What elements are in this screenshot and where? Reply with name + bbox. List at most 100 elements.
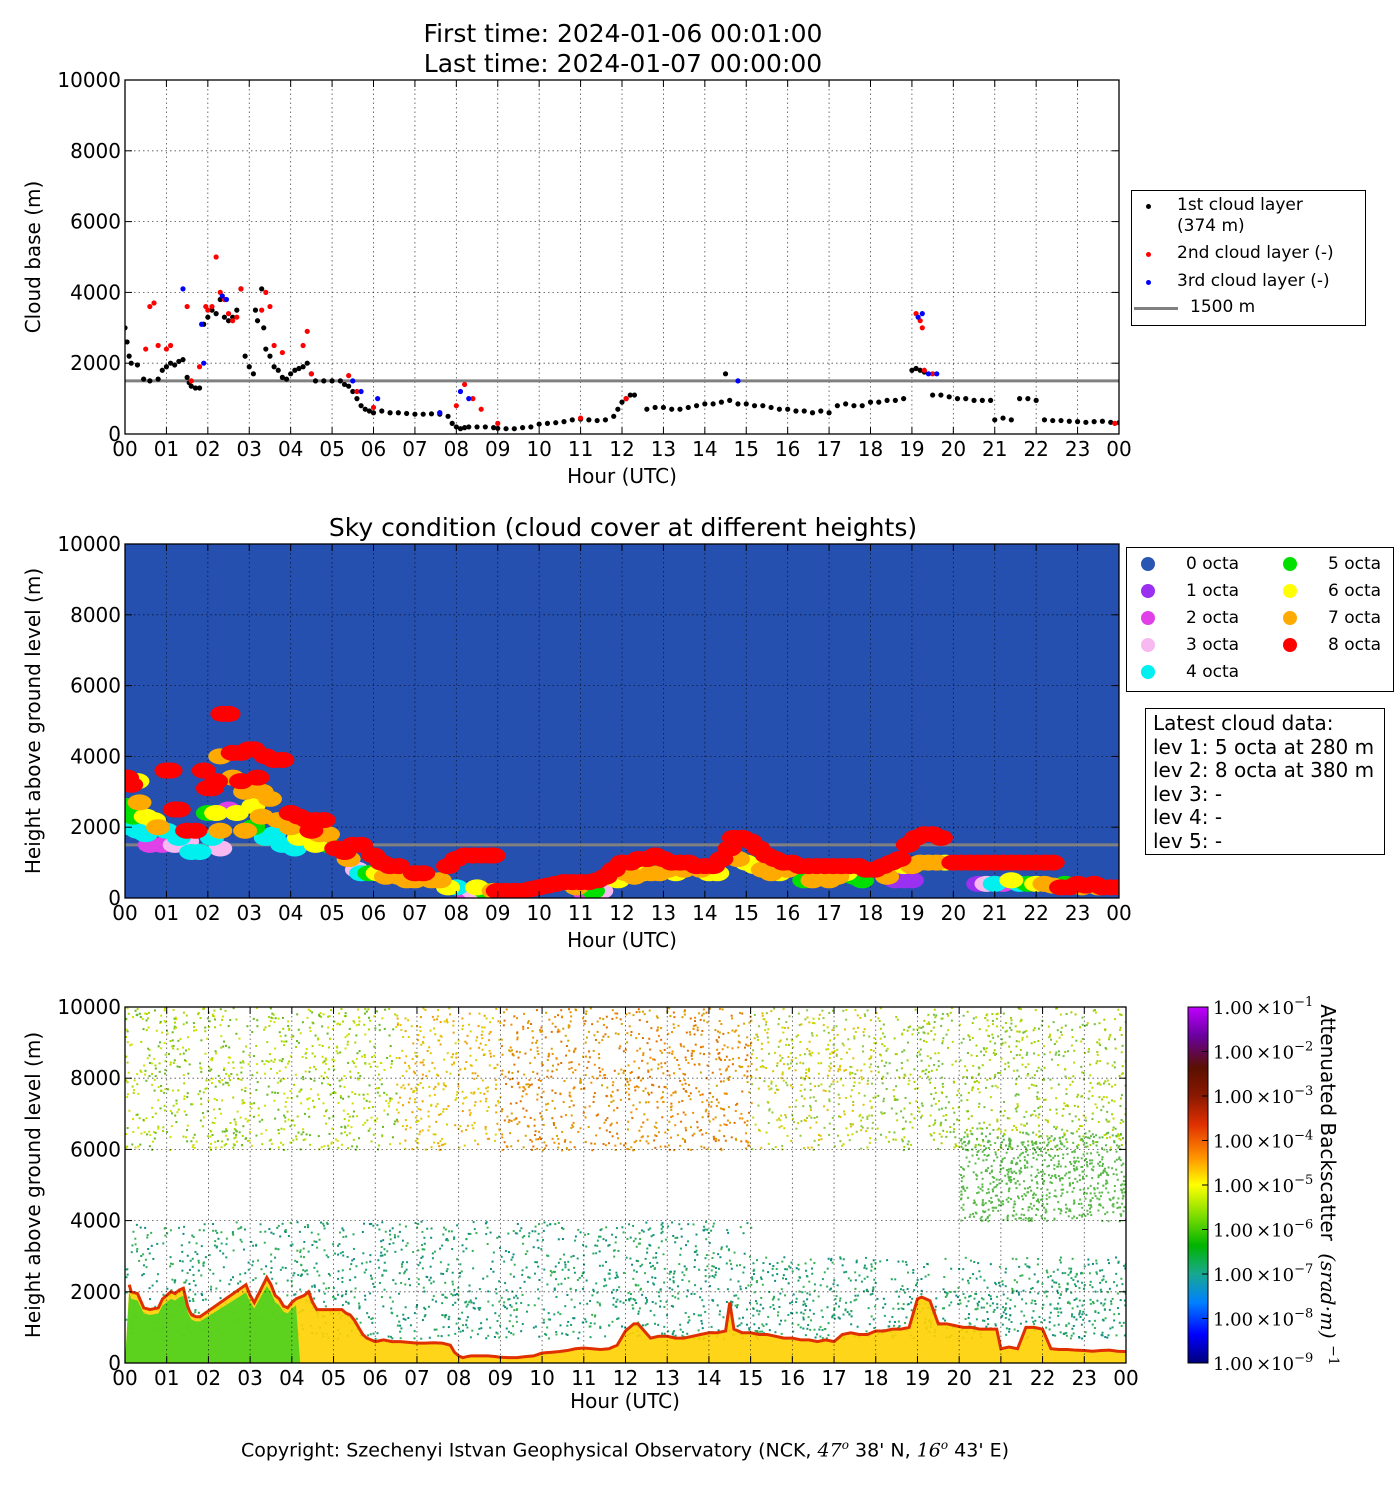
backscatter-speckle (266, 1041, 268, 1043)
backscatter-speckle (941, 1018, 943, 1020)
backscatter-speckle (1114, 1061, 1116, 1063)
backscatter-speckle (256, 1025, 258, 1027)
backscatter-speckle (806, 1298, 808, 1300)
backscatter-speckle (828, 1065, 830, 1067)
backscatter-speckle (271, 1091, 273, 1093)
backscatter-speckle (222, 1015, 224, 1017)
backscatter-speckle (567, 1321, 569, 1323)
backscatter-speckle (461, 1270, 463, 1272)
backscatter-speckle (719, 1008, 721, 1010)
backscatter-speckle (783, 1127, 785, 1129)
backscatter-speckle (488, 1033, 490, 1035)
backscatter-speckle (1010, 1051, 1012, 1053)
backscatter-speckle (761, 1048, 763, 1050)
cloud-layer-2-point (309, 371, 314, 376)
backscatter-speckle (809, 1127, 811, 1129)
backscatter-speckle (485, 1087, 487, 1089)
backscatter-speckle (1088, 1051, 1090, 1053)
backscatter-speckle (228, 1056, 230, 1058)
cloud-layer-1-point (512, 426, 517, 431)
backscatter-speckle (914, 1117, 916, 1119)
backscatter-speckle (226, 1130, 228, 1132)
backscatter-speckle (879, 1020, 881, 1022)
backscatter-speckle (597, 1021, 599, 1023)
backscatter-speckle (765, 1024, 767, 1026)
backscatter-speckle (447, 1105, 449, 1107)
backscatter-speckle (531, 1230, 533, 1232)
backscatter-speckle (840, 1078, 842, 1080)
backscatter-speckle (370, 1333, 372, 1335)
backscatter-speckle (708, 1104, 710, 1106)
backscatter-speckle (433, 1019, 435, 1021)
backscatter-speckle (440, 1273, 442, 1275)
backscatter-speckle (1037, 1091, 1039, 1093)
backscatter-speckle (707, 1148, 709, 1150)
backscatter-speckle (388, 1105, 390, 1107)
backscatter-speckle (1011, 1019, 1013, 1021)
backscatter-speckle (356, 1024, 358, 1026)
x-tick-label: 05 (319, 901, 344, 925)
backscatter-speckle (957, 1090, 959, 1092)
backscatter-speckle (537, 1266, 539, 1268)
backscatter-speckle (1004, 1042, 1006, 1044)
backscatter-speckle (571, 1067, 573, 1069)
backscatter-speckle (639, 1011, 641, 1013)
cloud-layer-1-point (818, 408, 823, 413)
backscatter-speckle (492, 1261, 494, 1263)
backscatter-speckle (902, 1117, 904, 1119)
backscatter-speckle (926, 1041, 928, 1043)
x-tick-label: 02 (195, 437, 220, 461)
backscatter-speckle (852, 1110, 854, 1112)
backscatter-speckle (486, 1017, 488, 1019)
backscatter-speckle (964, 1297, 966, 1299)
backscatter-speckle (194, 1293, 196, 1295)
cloud-layer-1-point (884, 398, 889, 403)
backscatter-speckle (307, 1273, 309, 1275)
backscatter-speckle (894, 1278, 896, 1280)
backscatter-speckle (255, 1277, 257, 1279)
backscatter-speckle (373, 1055, 375, 1057)
backscatter-speckle (553, 1271, 555, 1273)
backscatter-speckle (470, 1336, 472, 1338)
backscatter-speckle (196, 1141, 198, 1143)
backscatter-speckle (619, 1300, 621, 1302)
backscatter-speckle (437, 1075, 439, 1077)
backscatter-speckle (347, 1256, 349, 1258)
x-tick-label: 21 (982, 437, 1007, 461)
backscatter-speckle (895, 1113, 897, 1115)
backscatter-speckle (555, 1057, 557, 1059)
backscatter-speckle (975, 1045, 977, 1047)
backscatter-speckle (915, 1009, 917, 1011)
backscatter-speckle (976, 1278, 978, 1280)
backscatter-speckle (821, 1310, 823, 1312)
backscatter-speckle (248, 1054, 250, 1056)
backscatter-speckle (404, 1319, 406, 1321)
backscatter-speckle (873, 1037, 875, 1039)
backscatter-speckle (392, 1136, 394, 1138)
backscatter-speckle (662, 1091, 664, 1093)
backscatter-speckle (284, 1120, 286, 1122)
backscatter-speckle (757, 1039, 759, 1041)
backscatter-speckle (381, 1246, 383, 1248)
backscatter-speckle (185, 1136, 187, 1138)
backscatter-speckle (978, 1074, 980, 1076)
backscatter-speckle (1038, 1028, 1040, 1030)
backscatter-speckle (712, 1118, 714, 1120)
backscatter-speckle (907, 1288, 909, 1290)
backscatter-speckle (317, 1037, 319, 1039)
backscatter-speckle (133, 1092, 135, 1094)
backscatter-speckle (1073, 1332, 1075, 1334)
backscatter-speckle (160, 1107, 162, 1109)
backscatter-speckle (1075, 1285, 1077, 1287)
backscatter-speckle (662, 1253, 664, 1255)
backscatter-speckle (836, 1025, 838, 1027)
backscatter-speckle (564, 1141, 566, 1143)
backscatter-speckle (584, 1234, 586, 1236)
backscatter-speckle (222, 1046, 224, 1048)
backscatter-speckle (211, 1057, 213, 1059)
backscatter-speckle (369, 1101, 371, 1103)
backscatter-speckle (1021, 1298, 1023, 1300)
backscatter-speckle (793, 1121, 795, 1123)
backscatter-speckle (523, 1087, 525, 1089)
backscatter-speckle (684, 1073, 686, 1075)
